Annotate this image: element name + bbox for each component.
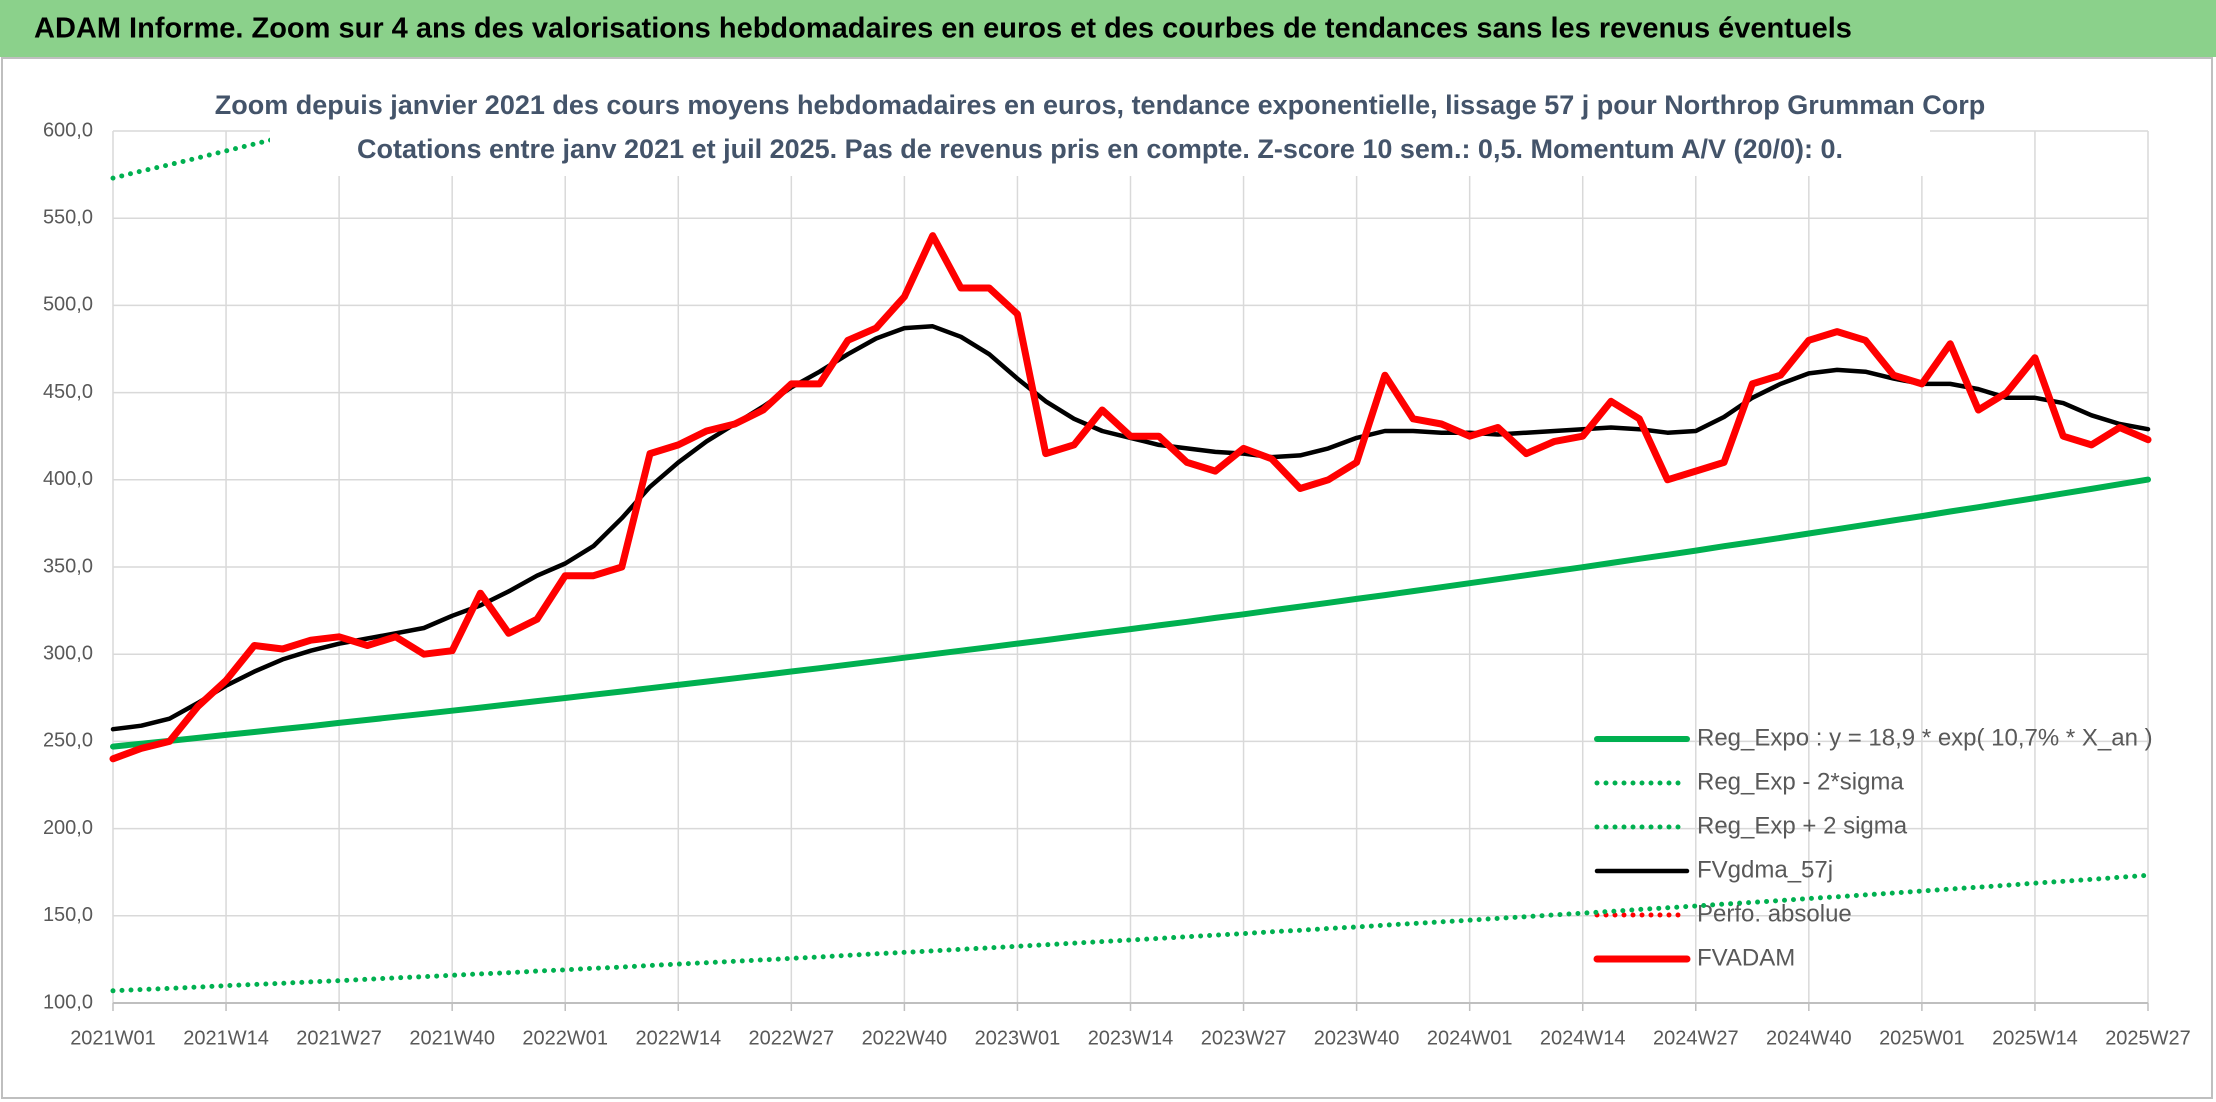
legend-label: FVADAM xyxy=(1697,944,1795,971)
legend-label: Reg_Exp - 2*sigma xyxy=(1697,768,1904,795)
legend-label: Reg_Expo : y = 18,9 * exp( 10,7% * X_an … xyxy=(1697,724,2153,751)
y-tick-label: 150,0 xyxy=(43,904,93,926)
x-tick-label: 2023W40 xyxy=(1314,1027,1400,1049)
legend-label: Reg_Exp + 2 sigma xyxy=(1697,812,1908,839)
x-tick-label: 2022W14 xyxy=(635,1027,721,1049)
x-tick-label: 2025W27 xyxy=(2105,1027,2191,1049)
series-line xyxy=(110,476,2151,750)
x-tick-label: 2021W14 xyxy=(183,1027,269,1049)
x-tick-label: 2021W01 xyxy=(70,1027,156,1049)
y-tick-label: 350,0 xyxy=(43,555,93,577)
chart-subtitle: Zoom depuis janvier 2021 des cours moyen… xyxy=(215,90,1985,120)
x-tick-label: 2022W40 xyxy=(862,1027,948,1049)
chart-subtitle: Cotations entre janv 2021 et juil 2025. … xyxy=(357,134,1843,164)
legend-label: FVgdma_57j xyxy=(1697,856,1833,883)
series-group xyxy=(109,131,2152,994)
chart-frame xyxy=(1,57,2213,1099)
x-tick-label: 2025W14 xyxy=(1992,1027,2078,1049)
x-tick-label: 2022W01 xyxy=(522,1027,608,1049)
x-tick-label: 2025W01 xyxy=(1879,1027,1965,1049)
y-tick-label: 500,0 xyxy=(43,294,93,316)
y-tick-label: 300,0 xyxy=(43,642,93,664)
x-tick-label: 2024W01 xyxy=(1427,1027,1513,1049)
y-tick-label: 450,0 xyxy=(43,381,93,403)
x-tick-label: 2023W14 xyxy=(1088,1027,1174,1049)
x-tick-label: 2022W27 xyxy=(749,1027,835,1049)
y-tick-label: 100,0 xyxy=(43,991,93,1013)
series-line xyxy=(110,872,2151,994)
y-tick-label: 400,0 xyxy=(43,468,93,490)
x-tick-label: 2023W01 xyxy=(975,1027,1061,1049)
legend: Reg_Expo : y = 18,9 * exp( 10,7% * X_an … xyxy=(1593,724,2153,971)
x-tick-label: 2021W40 xyxy=(409,1027,495,1049)
y-tick-label: 200,0 xyxy=(43,817,93,839)
x-tick-label: 2024W40 xyxy=(1766,1027,1852,1049)
title-banner xyxy=(0,0,2216,57)
x-tick-label: 2021W27 xyxy=(296,1027,382,1049)
x-tick-label: 2023W27 xyxy=(1201,1027,1287,1049)
x-tick-label: 2024W14 xyxy=(1540,1027,1626,1049)
subtitle-box xyxy=(270,86,1930,176)
y-tick-label: 250,0 xyxy=(43,730,93,752)
series-line xyxy=(109,232,2152,763)
y-tick-label: 550,0 xyxy=(43,206,93,228)
y-tick-label: 600,0 xyxy=(43,119,93,141)
chart-title: ADAM Informe. Zoom sur 4 ans des valoris… xyxy=(34,13,1852,45)
x-tick-label: 2024W27 xyxy=(1653,1027,1739,1049)
